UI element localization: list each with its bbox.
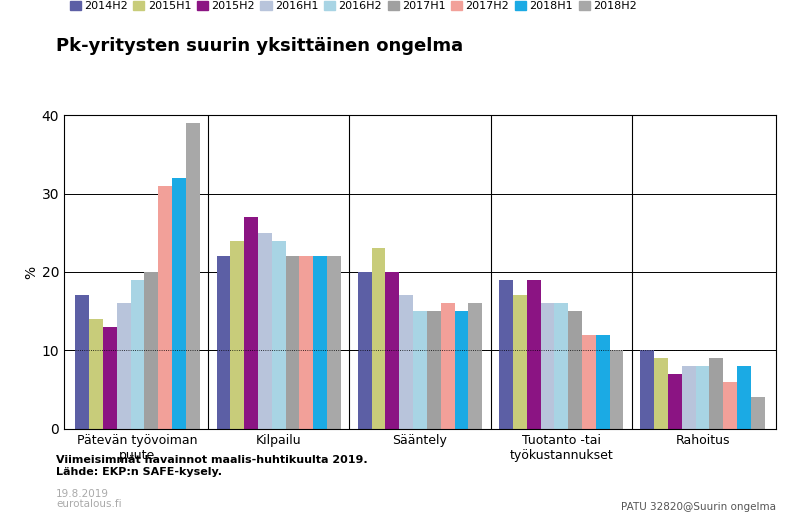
Bar [89, 319, 103, 429]
Legend: 2014H2, 2015H1, 2015H2, 2016H1, 2016H2, 2017H1, 2017H2, 2018H1, 2018H2: 2014H2, 2015H1, 2015H2, 2016H1, 2016H2, … [70, 2, 637, 12]
Bar [372, 248, 386, 429]
Bar [710, 358, 723, 429]
Bar [454, 311, 468, 429]
Bar [499, 280, 513, 429]
Bar [441, 303, 454, 429]
Bar [751, 397, 765, 429]
Bar [468, 303, 482, 429]
Bar [117, 303, 130, 429]
Bar [230, 241, 244, 429]
Bar [399, 295, 413, 429]
Text: PATU 32820@Suurin ongelma: PATU 32820@Suurin ongelma [621, 502, 776, 512]
Bar [610, 350, 623, 429]
Bar [186, 123, 200, 429]
Bar [654, 358, 668, 429]
Bar [272, 241, 286, 429]
Bar [427, 311, 441, 429]
Text: eurotalous.fi: eurotalous.fi [56, 499, 122, 509]
Bar [314, 256, 327, 429]
Bar [568, 311, 582, 429]
Bar [158, 186, 172, 429]
Bar [682, 366, 696, 429]
Bar [413, 311, 427, 429]
Y-axis label: %: % [25, 265, 38, 279]
Bar [640, 350, 654, 429]
Bar [172, 178, 186, 429]
Bar [286, 256, 299, 429]
Bar [526, 280, 541, 429]
Bar [103, 327, 117, 429]
Bar [554, 303, 568, 429]
Text: 19.8.2019: 19.8.2019 [56, 489, 109, 499]
Bar [217, 256, 230, 429]
Text: Lähde: EKP:n SAFE-kysely.: Lähde: EKP:n SAFE-kysely. [56, 467, 222, 477]
Bar [723, 382, 737, 429]
Bar [358, 272, 372, 429]
Text: Viimeisimmät havainnot maalis-huhtikuulta 2019.: Viimeisimmät havainnot maalis-huhtikuult… [56, 455, 368, 465]
Bar [737, 366, 751, 429]
Bar [244, 217, 258, 429]
Bar [386, 272, 399, 429]
Bar [144, 272, 158, 429]
Bar [668, 374, 682, 429]
Bar [582, 335, 596, 429]
Bar [130, 280, 144, 429]
Bar [327, 256, 341, 429]
Bar [696, 366, 710, 429]
Bar [596, 335, 610, 429]
Bar [75, 295, 89, 429]
Bar [541, 303, 554, 429]
Bar [513, 295, 526, 429]
Bar [299, 256, 314, 429]
Bar [258, 233, 272, 429]
Text: Pk-yritysten suurin yksittäinen ongelma: Pk-yritysten suurin yksittäinen ongelma [56, 37, 463, 54]
